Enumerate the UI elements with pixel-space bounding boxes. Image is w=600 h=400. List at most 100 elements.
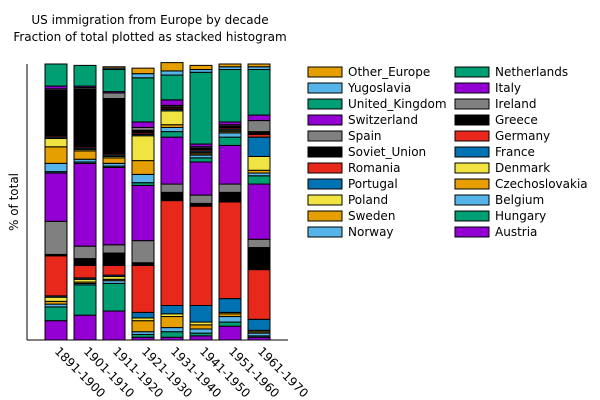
legend-label: Yugoslavia xyxy=(347,81,411,95)
legend-label: Poland xyxy=(348,193,388,207)
legend-swatch xyxy=(307,226,343,238)
legend-label: Switzerland xyxy=(348,113,418,127)
legend-label: Czechoslovakia xyxy=(495,177,588,191)
bar-segment xyxy=(73,314,97,341)
bar-segment xyxy=(102,66,126,69)
bar-segment xyxy=(102,92,126,100)
bar-segment xyxy=(189,157,213,163)
bar-segment xyxy=(160,70,184,76)
bar-segment xyxy=(102,244,126,254)
bar-segment xyxy=(189,205,213,306)
bar-segment xyxy=(160,110,184,126)
legend-swatch xyxy=(454,162,490,174)
bar-segment xyxy=(131,240,155,264)
legend-label: Belgium xyxy=(495,193,544,207)
legend-swatch xyxy=(307,82,343,94)
bar-segment xyxy=(160,126,184,133)
bar-segment xyxy=(247,175,271,185)
bar-segment xyxy=(131,264,155,313)
bar-segment xyxy=(218,191,242,203)
legend-label: Soviet_Union xyxy=(348,145,426,159)
bar-segment xyxy=(218,183,242,193)
bar-segment xyxy=(160,62,184,72)
bar-segment xyxy=(218,132,242,138)
bar-segment xyxy=(218,298,242,313)
bar-segment xyxy=(218,63,242,68)
bar-segment xyxy=(189,324,213,330)
legend-swatch xyxy=(307,66,343,78)
chart-title: US immigration from Europe by decade xyxy=(31,13,268,27)
bar-segment xyxy=(44,255,68,297)
bar-segment xyxy=(247,238,271,249)
bar-segment xyxy=(189,194,213,204)
bar-segment xyxy=(102,282,126,312)
bar-segment xyxy=(102,157,126,164)
bar-segment xyxy=(131,121,155,128)
bar-segment xyxy=(160,136,184,185)
bar-segment xyxy=(102,167,126,246)
bar-segment xyxy=(73,264,97,279)
bar-segment xyxy=(131,173,155,184)
bar-segment xyxy=(44,146,68,164)
bar-segment xyxy=(131,184,155,242)
y-axis-label: % of total xyxy=(7,173,21,231)
bar-segment xyxy=(247,269,271,320)
bar-segment xyxy=(160,99,184,106)
bar-segment xyxy=(189,71,213,145)
bar-segment xyxy=(44,320,68,341)
bar-segment xyxy=(218,325,242,341)
legend-swatch xyxy=(307,178,343,190)
bar-segment xyxy=(189,328,213,334)
bar-segment xyxy=(131,135,155,162)
legend-swatch xyxy=(454,226,490,238)
chart-subtitle: Fraction of total plotted as stacked his… xyxy=(13,30,286,44)
bar-segment xyxy=(247,318,271,331)
bar-segment xyxy=(44,89,68,137)
bar-segment xyxy=(189,64,213,71)
legend-label: Denmark xyxy=(495,161,550,175)
legend-label: Germany xyxy=(495,129,550,143)
bar-segment xyxy=(160,191,184,202)
bar-segment xyxy=(218,316,242,323)
bar-segment xyxy=(160,316,184,329)
bar-segment xyxy=(73,88,97,148)
bar-segment xyxy=(131,311,155,319)
legend-label: Netherlands xyxy=(495,65,568,79)
bar-segment xyxy=(102,69,126,93)
bar-segment xyxy=(160,131,184,138)
bar-segment xyxy=(247,136,271,157)
bar-segment xyxy=(160,183,184,193)
bar-segment xyxy=(73,162,97,247)
bar-segment xyxy=(44,63,68,87)
legend-swatch xyxy=(307,162,343,174)
legend-swatch xyxy=(454,66,490,78)
legend-label: Spain xyxy=(348,129,382,143)
bar-segment xyxy=(102,252,126,266)
bar-segment xyxy=(44,306,68,322)
bar-segment xyxy=(73,245,97,260)
legend-swatch xyxy=(454,210,490,222)
bar-segment xyxy=(160,305,184,315)
legend-swatch xyxy=(454,146,490,158)
bar-segment xyxy=(131,160,155,175)
bar-segment xyxy=(189,161,213,196)
bar-segment xyxy=(131,73,155,79)
bar-segment xyxy=(73,284,97,316)
legend-label: Portugal xyxy=(348,177,398,191)
bar-segment xyxy=(218,321,242,327)
bar-segment xyxy=(160,331,184,338)
bar-segment xyxy=(218,69,242,123)
bar-segment xyxy=(131,67,155,75)
bar-segment xyxy=(160,200,184,306)
legend-label: Ireland xyxy=(495,97,537,111)
legend-label: Norway xyxy=(348,225,394,239)
bar-segment xyxy=(102,310,126,341)
bar-segment xyxy=(44,172,68,222)
bar-segment xyxy=(102,98,126,155)
bar-segment xyxy=(131,77,155,123)
legend-label: Other_Europe xyxy=(348,65,430,79)
legend-swatch xyxy=(307,210,343,222)
bar-segment xyxy=(247,155,271,171)
legend-label: Romania xyxy=(348,161,400,175)
